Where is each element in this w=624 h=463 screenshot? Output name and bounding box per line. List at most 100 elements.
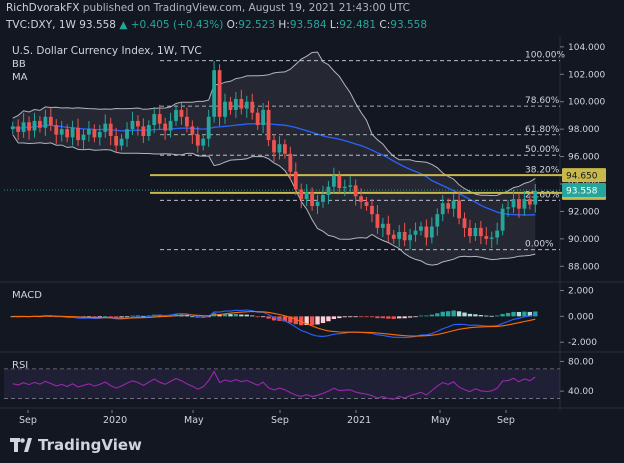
candle-body bbox=[527, 199, 532, 205]
level-price-label: 94.650 bbox=[566, 172, 598, 182]
candle-body bbox=[48, 116, 53, 126]
macd-histogram-bar bbox=[451, 310, 456, 317]
candle-body bbox=[136, 120, 140, 127]
candle-body bbox=[272, 140, 276, 153]
macd-histogram-bar bbox=[500, 313, 505, 317]
macd-histogram-bar bbox=[402, 316, 407, 319]
rsi-band-fill bbox=[4, 368, 560, 399]
macd-histogram-bar bbox=[478, 315, 484, 317]
candle-body bbox=[359, 196, 363, 202]
macd-histogram-bar bbox=[130, 315, 135, 317]
candle-body bbox=[217, 70, 222, 117]
tradingview-logo[interactable]: TradingView bbox=[10, 436, 142, 454]
time-tick-label: 2020 bbox=[103, 415, 127, 426]
candle-body bbox=[462, 218, 467, 228]
price-tick-label: 104.000 bbox=[568, 43, 605, 53]
candle-body bbox=[288, 153, 293, 172]
macd-histogram-bar bbox=[337, 316, 342, 319]
price-tick-label: 96.000 bbox=[568, 153, 600, 163]
candle-body bbox=[233, 98, 238, 110]
candle-body bbox=[190, 126, 195, 135]
candle-body bbox=[163, 123, 168, 131]
candle-body bbox=[440, 203, 445, 215]
candle-body bbox=[59, 129, 64, 135]
low-value: 92.481 bbox=[339, 19, 377, 31]
ma-legend: MA bbox=[12, 72, 28, 83]
candle-body bbox=[250, 101, 255, 113]
brand-name: TradingView bbox=[38, 436, 142, 454]
bollinger-lower-band bbox=[12, 134, 536, 266]
high-value: 93.584 bbox=[289, 19, 327, 31]
author-name[interactable]: RichDvorakFX bbox=[6, 2, 80, 14]
macd-histogram-bar bbox=[113, 316, 119, 318]
candle-body bbox=[10, 126, 15, 130]
candle-body bbox=[168, 120, 173, 131]
candle-body bbox=[429, 226, 434, 238]
candle-body bbox=[342, 186, 347, 189]
candle-body bbox=[125, 129, 129, 139]
macd-histogram-bar bbox=[320, 316, 326, 324]
macd-histogram-bar bbox=[446, 311, 451, 317]
candle-body bbox=[277, 144, 282, 153]
macd-histogram-bar bbox=[103, 316, 108, 318]
candle-body bbox=[103, 123, 108, 132]
candle-body bbox=[81, 134, 86, 141]
macd-histogram-bar bbox=[413, 316, 418, 318]
candle-body bbox=[108, 123, 113, 136]
macd-histogram-bar bbox=[135, 315, 141, 317]
candle-body bbox=[239, 98, 244, 109]
chart-title: U.S. Dollar Currency Index, 1W, TVC bbox=[12, 45, 202, 57]
time-tick-label: Sep bbox=[271, 415, 289, 426]
time-tick-label: Sep bbox=[19, 415, 37, 426]
macd-histogram-bar bbox=[271, 316, 277, 321]
macd-histogram-bar bbox=[342, 316, 347, 318]
candle-body bbox=[484, 236, 489, 239]
candle-body bbox=[348, 185, 353, 187]
candle-body bbox=[408, 234, 412, 241]
close-value: 93.558 bbox=[390, 19, 428, 31]
macd-histogram-bar bbox=[233, 313, 239, 317]
price-tick-label: 92.000 bbox=[568, 207, 600, 217]
macd-histogram-bar bbox=[239, 314, 244, 317]
fib-label: 0.00% bbox=[525, 240, 554, 250]
candle-body bbox=[299, 189, 304, 200]
candle-body bbox=[315, 201, 320, 206]
symbol-label[interactable]: TVC:DXY, 1W bbox=[6, 19, 76, 31]
candle-body bbox=[206, 116, 211, 139]
candle-body bbox=[282, 144, 287, 154]
candle-body bbox=[244, 101, 249, 109]
macd-histogram-bar bbox=[86, 316, 92, 318]
candle-body bbox=[321, 194, 325, 202]
macd-histogram-bar bbox=[418, 315, 424, 317]
candle-body bbox=[212, 70, 217, 117]
candle-body bbox=[43, 116, 48, 128]
macd-histogram-bar bbox=[124, 316, 130, 318]
macd-histogram-bar bbox=[309, 316, 315, 326]
fib-label: 23.60% bbox=[525, 190, 560, 200]
macd-histogram-bar bbox=[304, 316, 309, 326]
macd-histogram-bar bbox=[358, 316, 364, 318]
candle-body bbox=[70, 127, 75, 138]
macd-histogram-bar bbox=[424, 315, 429, 317]
price-tick-label: 98.000 bbox=[568, 125, 600, 135]
fib-label: 38.20% bbox=[525, 165, 560, 175]
macd-histogram-bar bbox=[108, 316, 113, 318]
macd-histogram-bar bbox=[391, 316, 396, 319]
candle-body bbox=[65, 129, 70, 138]
macd-tick-label: -2.000 bbox=[568, 338, 597, 348]
macd-histogram-bar bbox=[397, 316, 402, 319]
macd-histogram-bar bbox=[282, 316, 288, 322]
macd-histogram-bar bbox=[92, 316, 97, 318]
candle-body bbox=[489, 237, 494, 239]
rsi-legend: RSI bbox=[12, 360, 28, 371]
time-tick-label: May bbox=[184, 415, 204, 426]
candle-body bbox=[370, 205, 374, 215]
candle-body bbox=[304, 192, 309, 200]
macd-histogram-bar bbox=[527, 311, 533, 317]
published-text: published on TradingView.com, August 19,… bbox=[82, 2, 411, 14]
price-tick-label: 102.000 bbox=[568, 70, 605, 80]
candle-body bbox=[522, 199, 527, 209]
candle-body bbox=[413, 230, 418, 235]
macd-tick-label: 2.000 bbox=[568, 286, 594, 296]
